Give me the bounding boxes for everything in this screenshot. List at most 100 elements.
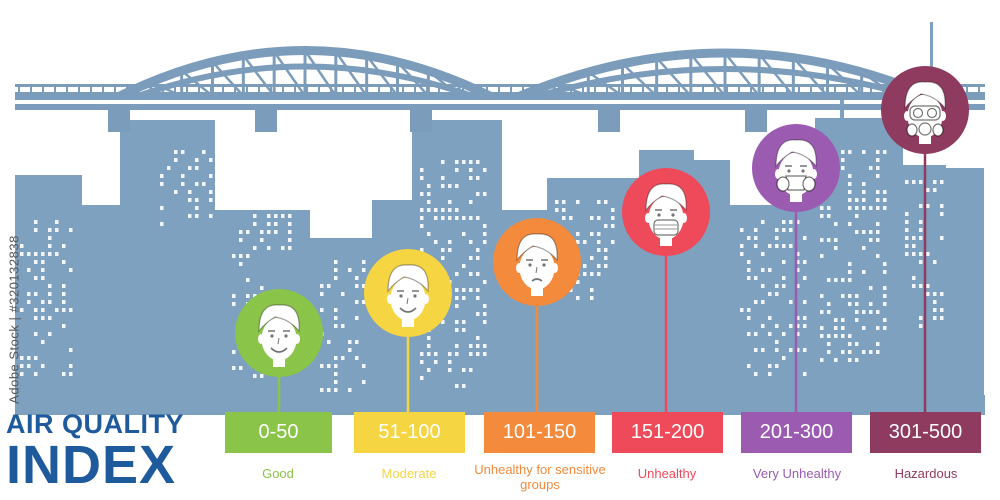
rail-post — [582, 86, 584, 94]
eye-left — [399, 294, 403, 298]
window — [803, 324, 807, 328]
window — [281, 214, 285, 218]
window — [195, 182, 199, 186]
bridge-arch-left-diag — [242, 54, 276, 97]
hair — [775, 139, 817, 168]
window — [448, 248, 452, 252]
ear-right — [423, 294, 429, 304]
window — [288, 246, 292, 250]
window — [160, 174, 164, 178]
window — [940, 180, 944, 184]
window — [362, 268, 366, 272]
rail-post — [414, 86, 416, 94]
window — [796, 260, 800, 264]
eye-right — [413, 294, 417, 298]
window — [462, 232, 466, 236]
window — [747, 308, 751, 312]
eye-left — [787, 169, 791, 173]
window — [754, 372, 758, 376]
window — [362, 300, 366, 304]
rail-post — [306, 86, 308, 94]
window — [590, 256, 594, 260]
window — [782, 220, 786, 224]
window — [919, 316, 923, 320]
window — [820, 294, 824, 298]
window — [604, 256, 608, 260]
window — [455, 216, 459, 220]
window — [334, 380, 338, 384]
bridge-arch-right-diag — [553, 81, 589, 98]
window — [188, 190, 192, 194]
window — [576, 240, 580, 244]
window — [455, 184, 459, 188]
window — [469, 240, 473, 244]
window — [855, 310, 859, 314]
window — [55, 308, 59, 312]
window — [862, 198, 866, 202]
bridge-arch-right-diag — [621, 62, 658, 97]
window — [334, 324, 338, 328]
window — [775, 244, 779, 248]
rail-top — [15, 84, 985, 87]
window — [841, 166, 845, 170]
hair — [904, 81, 946, 110]
window — [341, 324, 345, 328]
window — [469, 272, 473, 276]
window — [883, 198, 887, 202]
window — [926, 284, 930, 288]
window — [341, 356, 345, 360]
window — [160, 222, 164, 226]
window — [883, 294, 887, 298]
window — [160, 182, 164, 186]
window — [427, 336, 431, 340]
window — [905, 180, 909, 184]
face-mask — [653, 219, 679, 236]
window — [441, 176, 445, 180]
window — [288, 190, 292, 194]
mouth-sad — [531, 278, 543, 282]
window — [476, 344, 480, 348]
window — [905, 220, 909, 224]
window — [483, 344, 487, 348]
window — [48, 236, 52, 240]
window — [876, 254, 880, 258]
window — [239, 238, 243, 242]
window — [476, 296, 480, 300]
window — [469, 288, 473, 292]
window — [855, 294, 859, 298]
window — [246, 278, 250, 282]
building-2 — [120, 120, 215, 410]
window — [462, 264, 466, 268]
window — [195, 166, 199, 170]
window — [355, 340, 359, 344]
rail-post — [378, 86, 380, 94]
window — [48, 292, 52, 296]
window — [876, 230, 880, 234]
window — [768, 332, 772, 336]
window — [747, 316, 751, 320]
window — [476, 256, 480, 260]
window — [869, 350, 873, 354]
window — [590, 232, 594, 236]
window — [611, 240, 615, 244]
window — [462, 328, 466, 332]
window — [320, 388, 324, 392]
window — [69, 268, 73, 272]
rail-post — [234, 86, 236, 94]
window — [848, 150, 852, 154]
window — [48, 252, 52, 256]
window — [562, 200, 566, 204]
window — [348, 340, 352, 344]
eye-left — [528, 263, 532, 267]
window — [597, 264, 601, 268]
window — [274, 214, 278, 218]
window — [820, 310, 824, 314]
window — [362, 364, 366, 368]
bridge-pillar-3 — [598, 108, 620, 132]
nose — [406, 297, 409, 305]
gas-filter-center — [918, 122, 932, 136]
window — [796, 268, 800, 272]
window — [597, 216, 601, 220]
bridge-arch-left-diag — [273, 51, 307, 97]
